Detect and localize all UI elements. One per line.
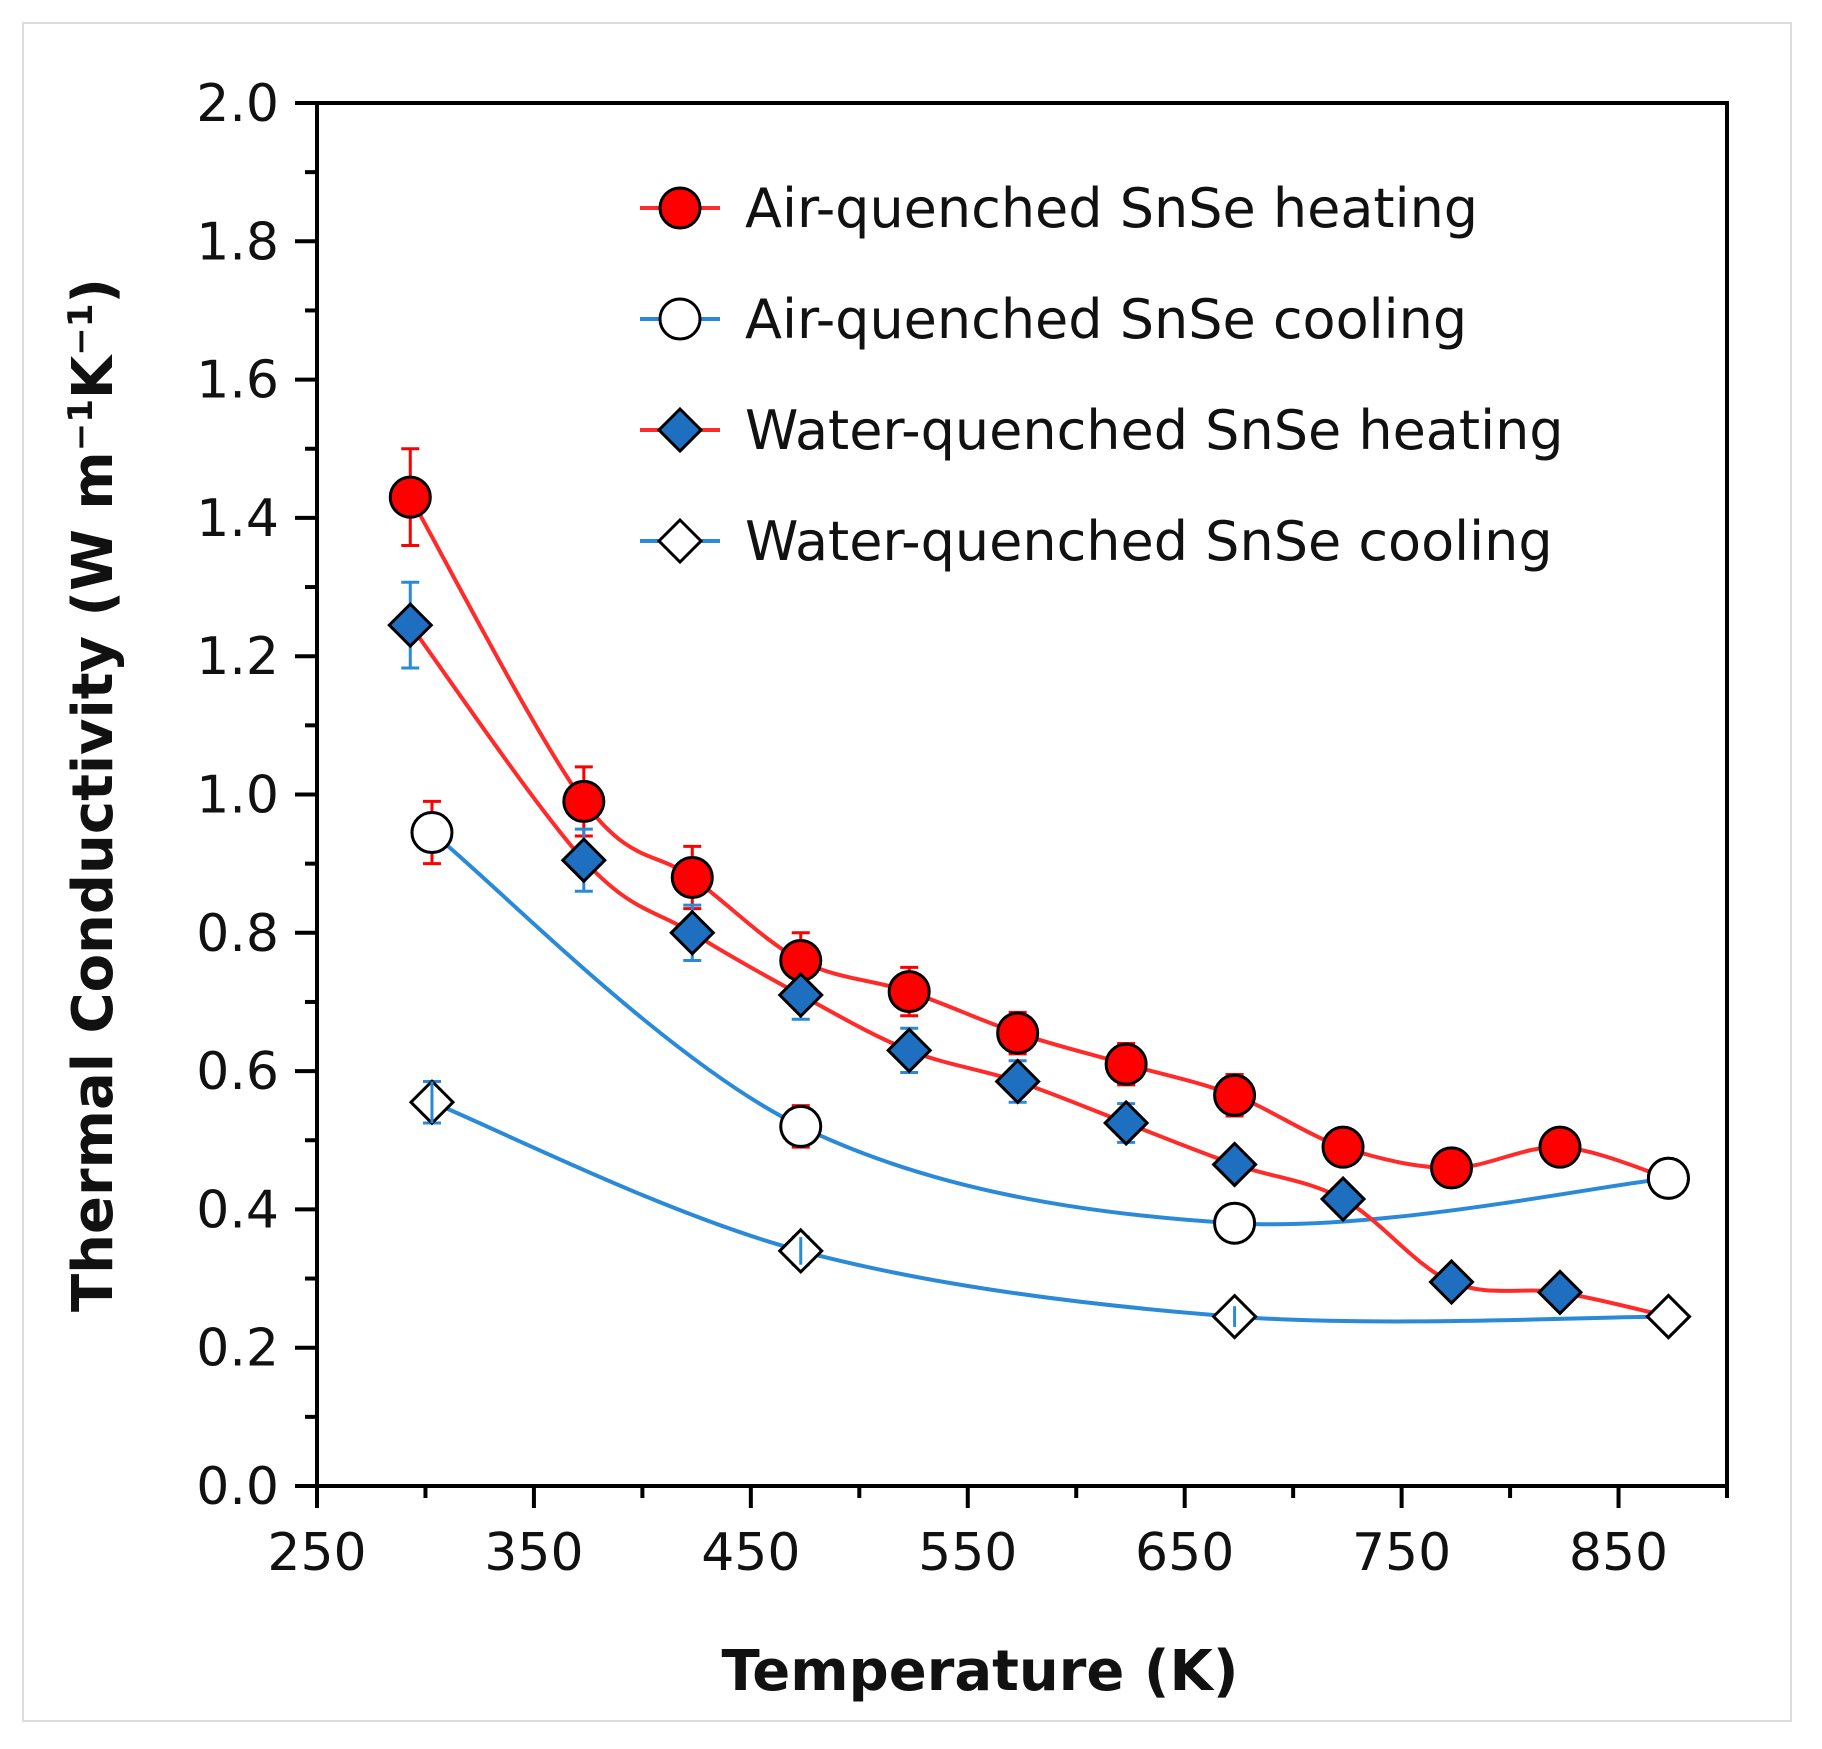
series-line xyxy=(408,496,1669,1181)
legend-marker xyxy=(658,297,702,341)
y-tick-label: 1.0 xyxy=(196,766,279,826)
x-tick-label: 850 xyxy=(1569,1523,1668,1583)
data-point xyxy=(1104,1042,1148,1086)
y-axis-title-mid: K xyxy=(61,353,126,399)
data-point xyxy=(387,601,434,649)
data-point xyxy=(1538,1125,1582,1169)
y-tick-label: 0.8 xyxy=(196,904,279,964)
y-tick-label: 1.2 xyxy=(196,627,279,687)
y-tick-label: 0.4 xyxy=(196,1180,279,1240)
data-point xyxy=(388,475,432,519)
series-line xyxy=(430,830,1669,1227)
legend-marker xyxy=(658,186,702,230)
legend-label: Water-quenched SnSe heating xyxy=(745,399,1564,462)
x-tick-label: 650 xyxy=(1135,1523,1234,1583)
y-tick-labels: 0.0 0.2 0.4 0.6 0.8 1.0 1.2 1.4 1.6 1.8 2.0 xyxy=(196,74,279,1517)
y-tick-label: 1.4 xyxy=(196,489,279,549)
x-tick-label: 550 xyxy=(918,1523,1017,1583)
data-point xyxy=(779,1104,823,1148)
data-point xyxy=(560,837,607,884)
y-tick-label: 1.6 xyxy=(196,351,279,411)
data-point xyxy=(1645,1293,1692,1340)
y-axis-title: Thermal Conductivity (W m−1K−1) xyxy=(61,278,126,1312)
data-point xyxy=(1536,1269,1584,1316)
data-point xyxy=(1211,1141,1258,1188)
data-point xyxy=(1103,1099,1150,1147)
data-point xyxy=(562,779,606,823)
y-tick-label: 2.0 xyxy=(196,74,279,134)
data-point xyxy=(1321,1125,1365,1169)
data-point xyxy=(994,1058,1041,1105)
legend-label: Water-quenched SnSe cooling xyxy=(745,510,1553,573)
legend-marker xyxy=(656,406,704,454)
data-point xyxy=(669,909,716,956)
legend-item: Water-quenched SnSe heating xyxy=(640,399,1564,462)
data-point xyxy=(777,971,824,1019)
legend-item: Air-quenched SnSe cooling xyxy=(640,288,1467,351)
y-tick-label: 0.2 xyxy=(196,1319,279,1379)
data-point xyxy=(887,970,931,1014)
data-point xyxy=(1430,1146,1474,1190)
legend-marker xyxy=(656,517,704,565)
series-curves xyxy=(408,496,1669,1324)
legend: Air-quenched SnSe heating Air-quenched Sn… xyxy=(640,177,1564,573)
y-tick-label: 0.0 xyxy=(196,1457,279,1517)
x-tick-label: 250 xyxy=(267,1523,366,1583)
data-point xyxy=(1319,1175,1367,1223)
legend-item: Air-quenched SnSe heating xyxy=(640,177,1478,240)
y-axis-title-end: ) xyxy=(61,278,126,304)
y-axis-title-sup1: −1 xyxy=(61,399,101,451)
data-point xyxy=(886,1027,933,1074)
x-axis-title: Temperature (K) xyxy=(722,1639,1239,1704)
y-axis-title-main: Thermal Conductivity (W m xyxy=(61,451,126,1312)
y-tick-label: 1.8 xyxy=(196,212,279,272)
error-bars xyxy=(401,447,1244,1329)
data-point xyxy=(1213,1201,1257,1245)
data-point xyxy=(996,1011,1040,1055)
legend-item: Water-quenched SnSe cooling xyxy=(640,510,1553,573)
x-tick-label: 450 xyxy=(701,1523,800,1583)
legend-label: Air-quenched SnSe cooling xyxy=(745,288,1467,351)
data-point xyxy=(410,811,454,855)
y-axis-title-sup2: −1 xyxy=(61,304,101,356)
series-line xyxy=(431,1100,1669,1324)
data-point xyxy=(1213,1073,1257,1117)
x-tick-labels: 250 350 450 550 650 750 850 xyxy=(267,1523,1668,1583)
data-point xyxy=(670,855,714,899)
plot-area xyxy=(315,101,1729,1488)
x-tick-label: 750 xyxy=(1352,1523,1451,1583)
series-line xyxy=(408,623,1669,1319)
data-point xyxy=(1428,1258,1475,1306)
data-markers xyxy=(387,475,1692,1340)
y-tick-label: 0.6 xyxy=(196,1042,279,1102)
data-point xyxy=(1646,1156,1690,1200)
legend-label: Air-quenched SnSe heating xyxy=(745,177,1478,240)
x-tick-label: 350 xyxy=(484,1523,583,1583)
axis-ticks xyxy=(295,101,1729,1508)
